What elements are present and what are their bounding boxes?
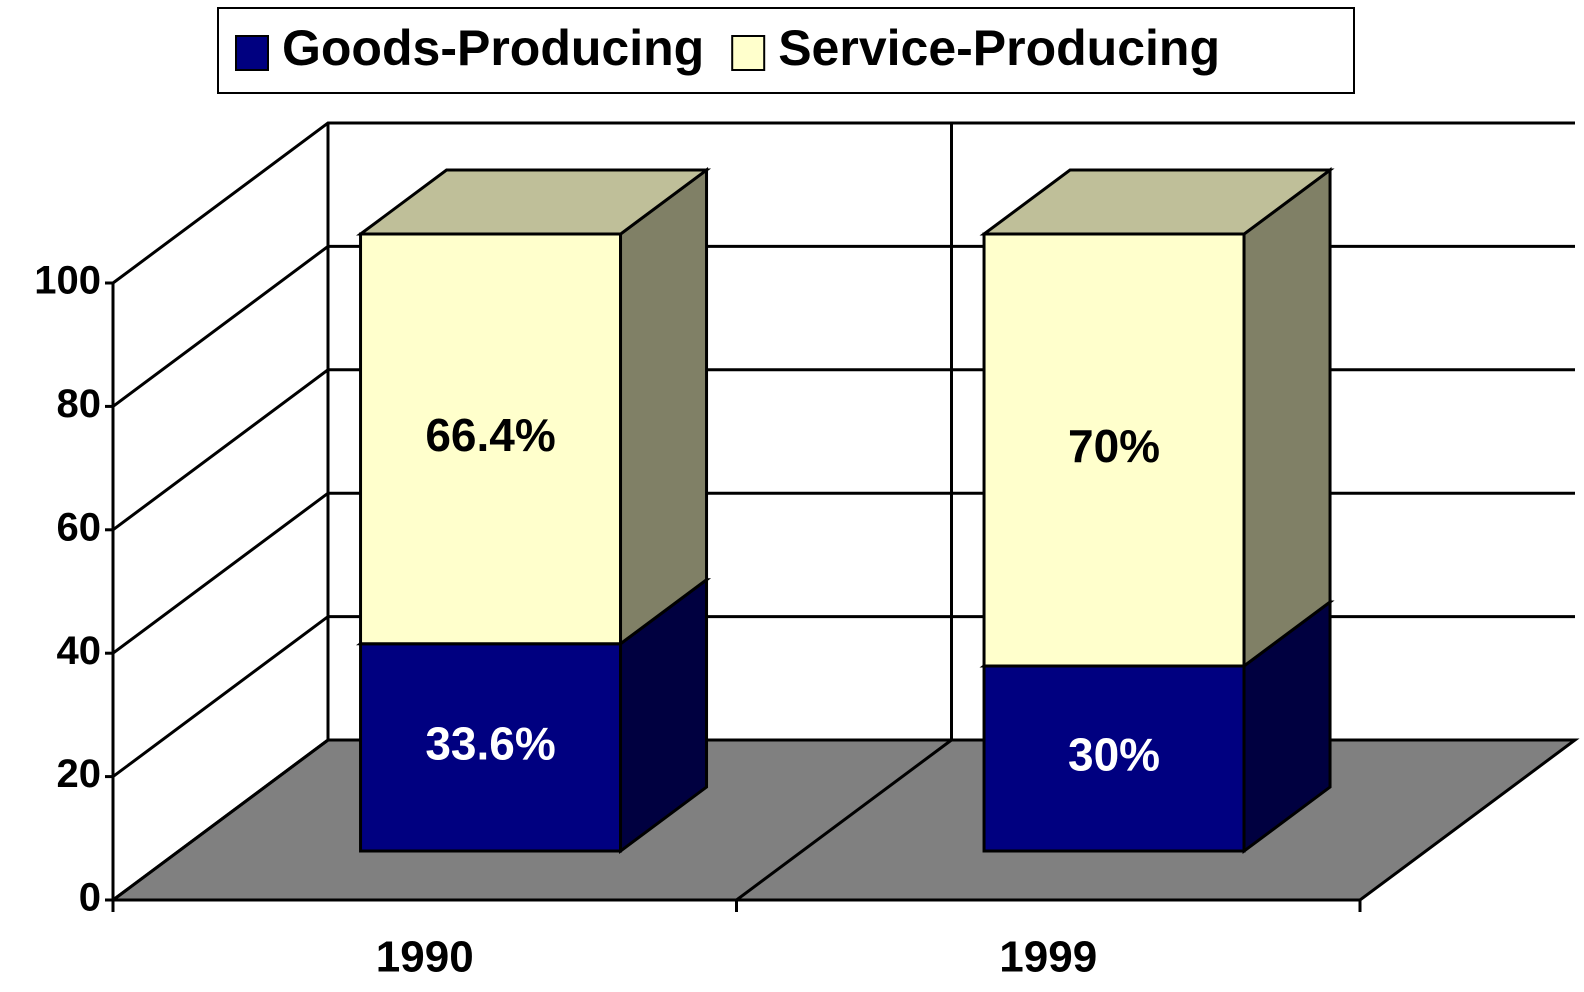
value-label: 66.4% xyxy=(425,409,555,461)
bar-side xyxy=(619,167,709,647)
legend-swatch xyxy=(731,35,766,71)
y-tick-label: 20 xyxy=(57,752,102,796)
legend-label: Service-Producing xyxy=(778,20,1220,76)
value-label: 70% xyxy=(1068,420,1160,472)
y-tick-label: 40 xyxy=(57,629,102,673)
legend-label: Goods-Producing xyxy=(282,20,704,76)
bar-side xyxy=(1242,167,1332,669)
legend-box xyxy=(217,7,1355,94)
y-tick-label: 80 xyxy=(57,382,102,426)
y-tick-label: 60 xyxy=(57,505,102,549)
floor-divider xyxy=(735,738,953,902)
y-tick-label: 100 xyxy=(34,259,101,303)
x-tick-label: 1990 xyxy=(376,933,474,982)
bar-top xyxy=(356,168,712,236)
value-label: 33.6% xyxy=(425,718,555,770)
y-tick-label: 0 xyxy=(79,876,101,920)
legend-swatch xyxy=(235,35,269,71)
x-tick-label: 1999 xyxy=(999,933,1097,982)
bar-top xyxy=(979,168,1335,236)
value-label: 30% xyxy=(1068,729,1160,781)
